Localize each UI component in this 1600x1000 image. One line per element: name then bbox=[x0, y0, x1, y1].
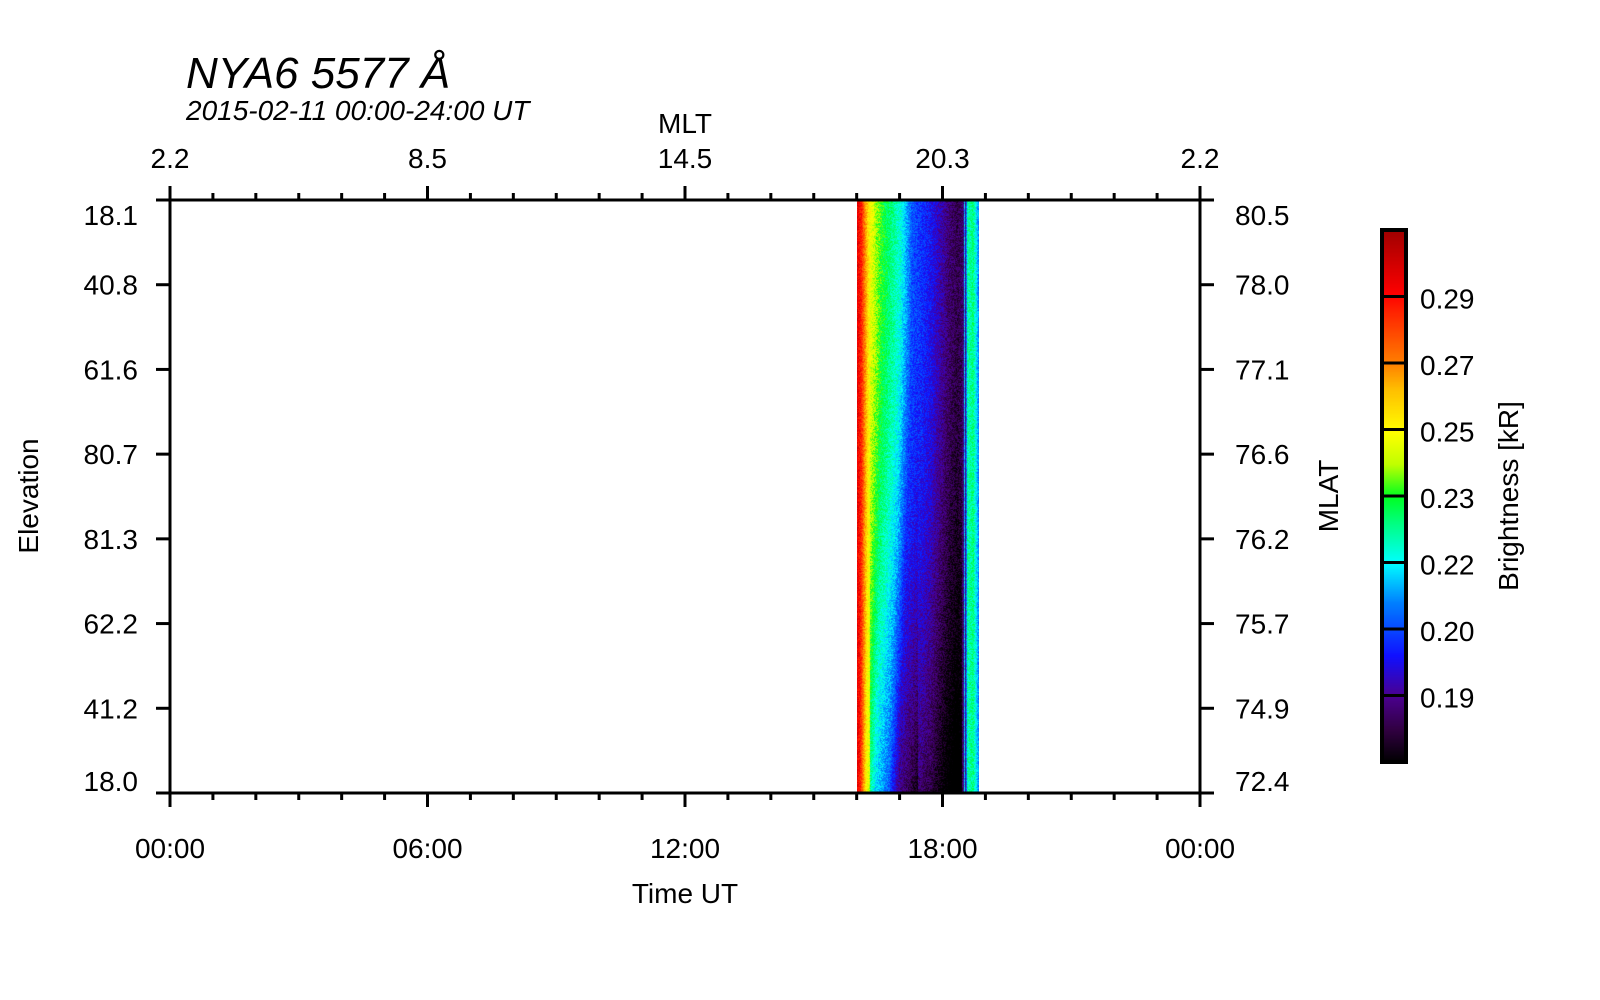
x-axis-label: Time UT bbox=[632, 878, 738, 909]
chart-subtitle: 2015-02-11 00:00-24:00 UT bbox=[185, 95, 531, 126]
y-tick-label: 40.8 bbox=[84, 270, 139, 301]
y-tick-label: 61.6 bbox=[84, 354, 139, 385]
colorbar-tick-label: 0.22 bbox=[1420, 550, 1475, 581]
right-tick-label: 78.0 bbox=[1235, 270, 1290, 301]
colorbar-tick-label: 0.27 bbox=[1420, 350, 1475, 381]
colorbar-tick-label: 0.25 bbox=[1420, 417, 1475, 448]
top-axis-label: MLT bbox=[658, 108, 712, 139]
top-tick-label: 2.2 bbox=[1181, 143, 1220, 174]
top-tick-label: 14.5 bbox=[658, 143, 713, 174]
plot-frame bbox=[168, 198, 1202, 795]
right-tick-label: 72.4 bbox=[1235, 766, 1290, 797]
chart-title: NYA6 5577 Å bbox=[186, 49, 450, 98]
colorbar-tick-label: 0.29 bbox=[1420, 284, 1475, 315]
colorbar-label: Brightness [kR] bbox=[1493, 401, 1524, 591]
right-tick-label: 75.7 bbox=[1235, 609, 1290, 640]
colorbar-tick-label: 0.23 bbox=[1420, 483, 1475, 514]
y-axis-label: Elevation bbox=[13, 438, 44, 553]
x-tick-label: 00:00 bbox=[135, 833, 205, 864]
top-tick-label: 2.2 bbox=[151, 143, 190, 174]
y-tick-label: 80.7 bbox=[84, 439, 139, 470]
right-tick-label: 76.2 bbox=[1235, 524, 1290, 555]
right-tick-label: 77.1 bbox=[1235, 354, 1290, 385]
x-tick-label: 00:00 bbox=[1165, 833, 1235, 864]
right-tick-label: 80.5 bbox=[1235, 200, 1290, 231]
y-tick-label: 81.3 bbox=[84, 524, 139, 555]
y-tick-label: 18.0 bbox=[84, 766, 139, 797]
x-tick-label: 06:00 bbox=[392, 833, 462, 864]
top-tick-label: 20.3 bbox=[915, 143, 970, 174]
right-axis-label: MLAT bbox=[1313, 460, 1344, 533]
keogram-heatmap bbox=[857, 200, 979, 793]
y-tick-label: 62.2 bbox=[84, 609, 139, 640]
x-tick-label: 12:00 bbox=[650, 833, 720, 864]
x-tick-label: 18:00 bbox=[907, 833, 977, 864]
y-tick-label: 18.1 bbox=[84, 200, 139, 231]
right-tick-label: 76.6 bbox=[1235, 439, 1290, 470]
colorbar-tick-label: 0.20 bbox=[1420, 616, 1475, 647]
colorbar-tick-label: 0.19 bbox=[1420, 683, 1475, 714]
y-tick-label: 41.2 bbox=[84, 693, 139, 724]
right-tick-label: 74.9 bbox=[1235, 693, 1290, 724]
top-tick-label: 8.5 bbox=[408, 143, 447, 174]
